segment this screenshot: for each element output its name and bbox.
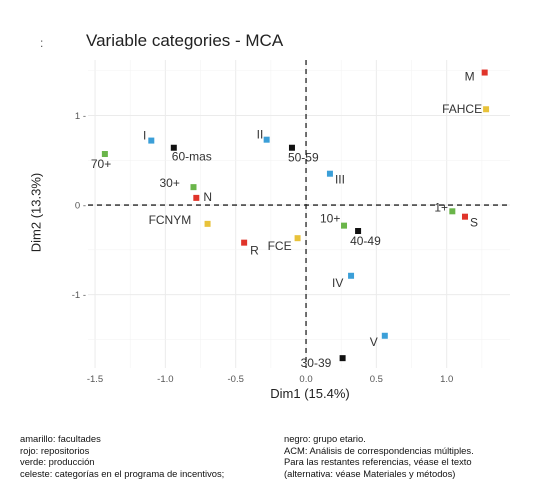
point-label: 70+ (91, 157, 111, 171)
caption-line: amarillo: facultades (20, 433, 101, 444)
caption-line: Para las restantes referencias, véase el… (284, 456, 472, 468)
point-10- (341, 222, 348, 229)
point-label: S (470, 216, 478, 230)
point-label: V (370, 335, 378, 349)
chart-title: Variable categories - MCA (86, 31, 284, 50)
x-tick-label: -1.0 (157, 374, 173, 385)
point-label: M (465, 70, 475, 84)
point-label: IV (332, 276, 343, 290)
grid-lines (88, 60, 510, 368)
point-iii (326, 170, 333, 177)
point-1- (449, 208, 456, 215)
point-label: N (203, 190, 212, 204)
caption-line: celeste: categorías en el programa de in… (20, 467, 225, 479)
point-label: FCE (268, 239, 292, 253)
point-label: 30+ (160, 176, 180, 190)
y-axis-title: Dim2 (13.3%) (28, 172, 44, 253)
point-60-mas (170, 144, 177, 151)
point-30-39 (339, 355, 346, 362)
x-tick-label: -1.5 (87, 374, 103, 385)
caption-right-column: negro: grupo etario. ACM: Análisis de co… (284, 433, 544, 479)
y-tick-label: -1 - (72, 290, 86, 301)
caption-line: ACM: Análisis de correspondencias múltip… (284, 444, 474, 456)
caption-line: verde: producción (20, 456, 95, 468)
point-v (381, 332, 388, 339)
point-label: 40-49 (350, 234, 381, 248)
x-tick-label: -0.5 (228, 374, 244, 385)
point-fcnym (204, 220, 211, 227)
x-tick-label: 0.0 (299, 374, 312, 385)
point-40-49 (355, 228, 362, 235)
point-label: 60-mas (172, 150, 212, 164)
x-tick-label: 1.0 (440, 374, 453, 385)
y-tick-label: 0 - (75, 201, 86, 212)
point-fahce (483, 106, 490, 113)
scatter-plot: -1.5 -1.0 -0.5 0.0 0.5 1.0 1 - 0 - -1 - M FAHCE I… (72, 60, 510, 385)
y-tick-labels: 1 - 0 - -1 - (72, 111, 86, 301)
point-70- (101, 151, 108, 158)
title-marker: : (40, 36, 44, 50)
reference-lines (88, 60, 510, 368)
point-label: 1+ (434, 200, 448, 214)
data-points (101, 69, 490, 362)
point-label: FCNYM (149, 213, 192, 227)
point-label: III (335, 173, 345, 187)
point-label: II (257, 128, 264, 142)
mca-figure: : Variable categories - MCA -1.5 -1.0 -0.5… (28, 31, 510, 401)
point-i (148, 137, 155, 144)
point-label: 10+ (320, 212, 340, 226)
point-r (241, 239, 248, 246)
point-ii (263, 136, 270, 143)
point-label: I (143, 129, 146, 143)
point-label: FAHCE (442, 102, 482, 116)
caption-left-column: amarillo: facultades rojo: repositorios … (20, 433, 270, 479)
point-m (481, 69, 488, 76)
point-30- (190, 184, 197, 191)
x-tick-label: 0.5 (370, 374, 383, 385)
x-axis-title: Dim1 (15.4%) (270, 386, 350, 401)
caption-line: rojo: repositorios (20, 444, 90, 456)
point-label: R (250, 244, 259, 258)
point-fce (294, 235, 301, 242)
point-iv (348, 272, 355, 279)
caption-line: (alternativa: véase Materiales y métodos… (284, 467, 456, 479)
point-s (461, 213, 468, 220)
x-tick-labels: -1.5 -1.0 -0.5 0.0 0.5 1.0 (87, 374, 453, 385)
point-label: 50-59 (288, 151, 319, 165)
plot-panel (88, 60, 510, 368)
point-n (193, 194, 200, 201)
point-50-59 (288, 144, 295, 151)
point-label: 30-39 (301, 356, 332, 370)
point-labels: M FAHCE I 70+ 60-mas II 50-59 III 30+ N 1+ S FCNYM 10… (91, 70, 482, 371)
caption-line: negro: grupo etario. (284, 433, 366, 444)
y-tick-label: 1 - (75, 111, 86, 122)
